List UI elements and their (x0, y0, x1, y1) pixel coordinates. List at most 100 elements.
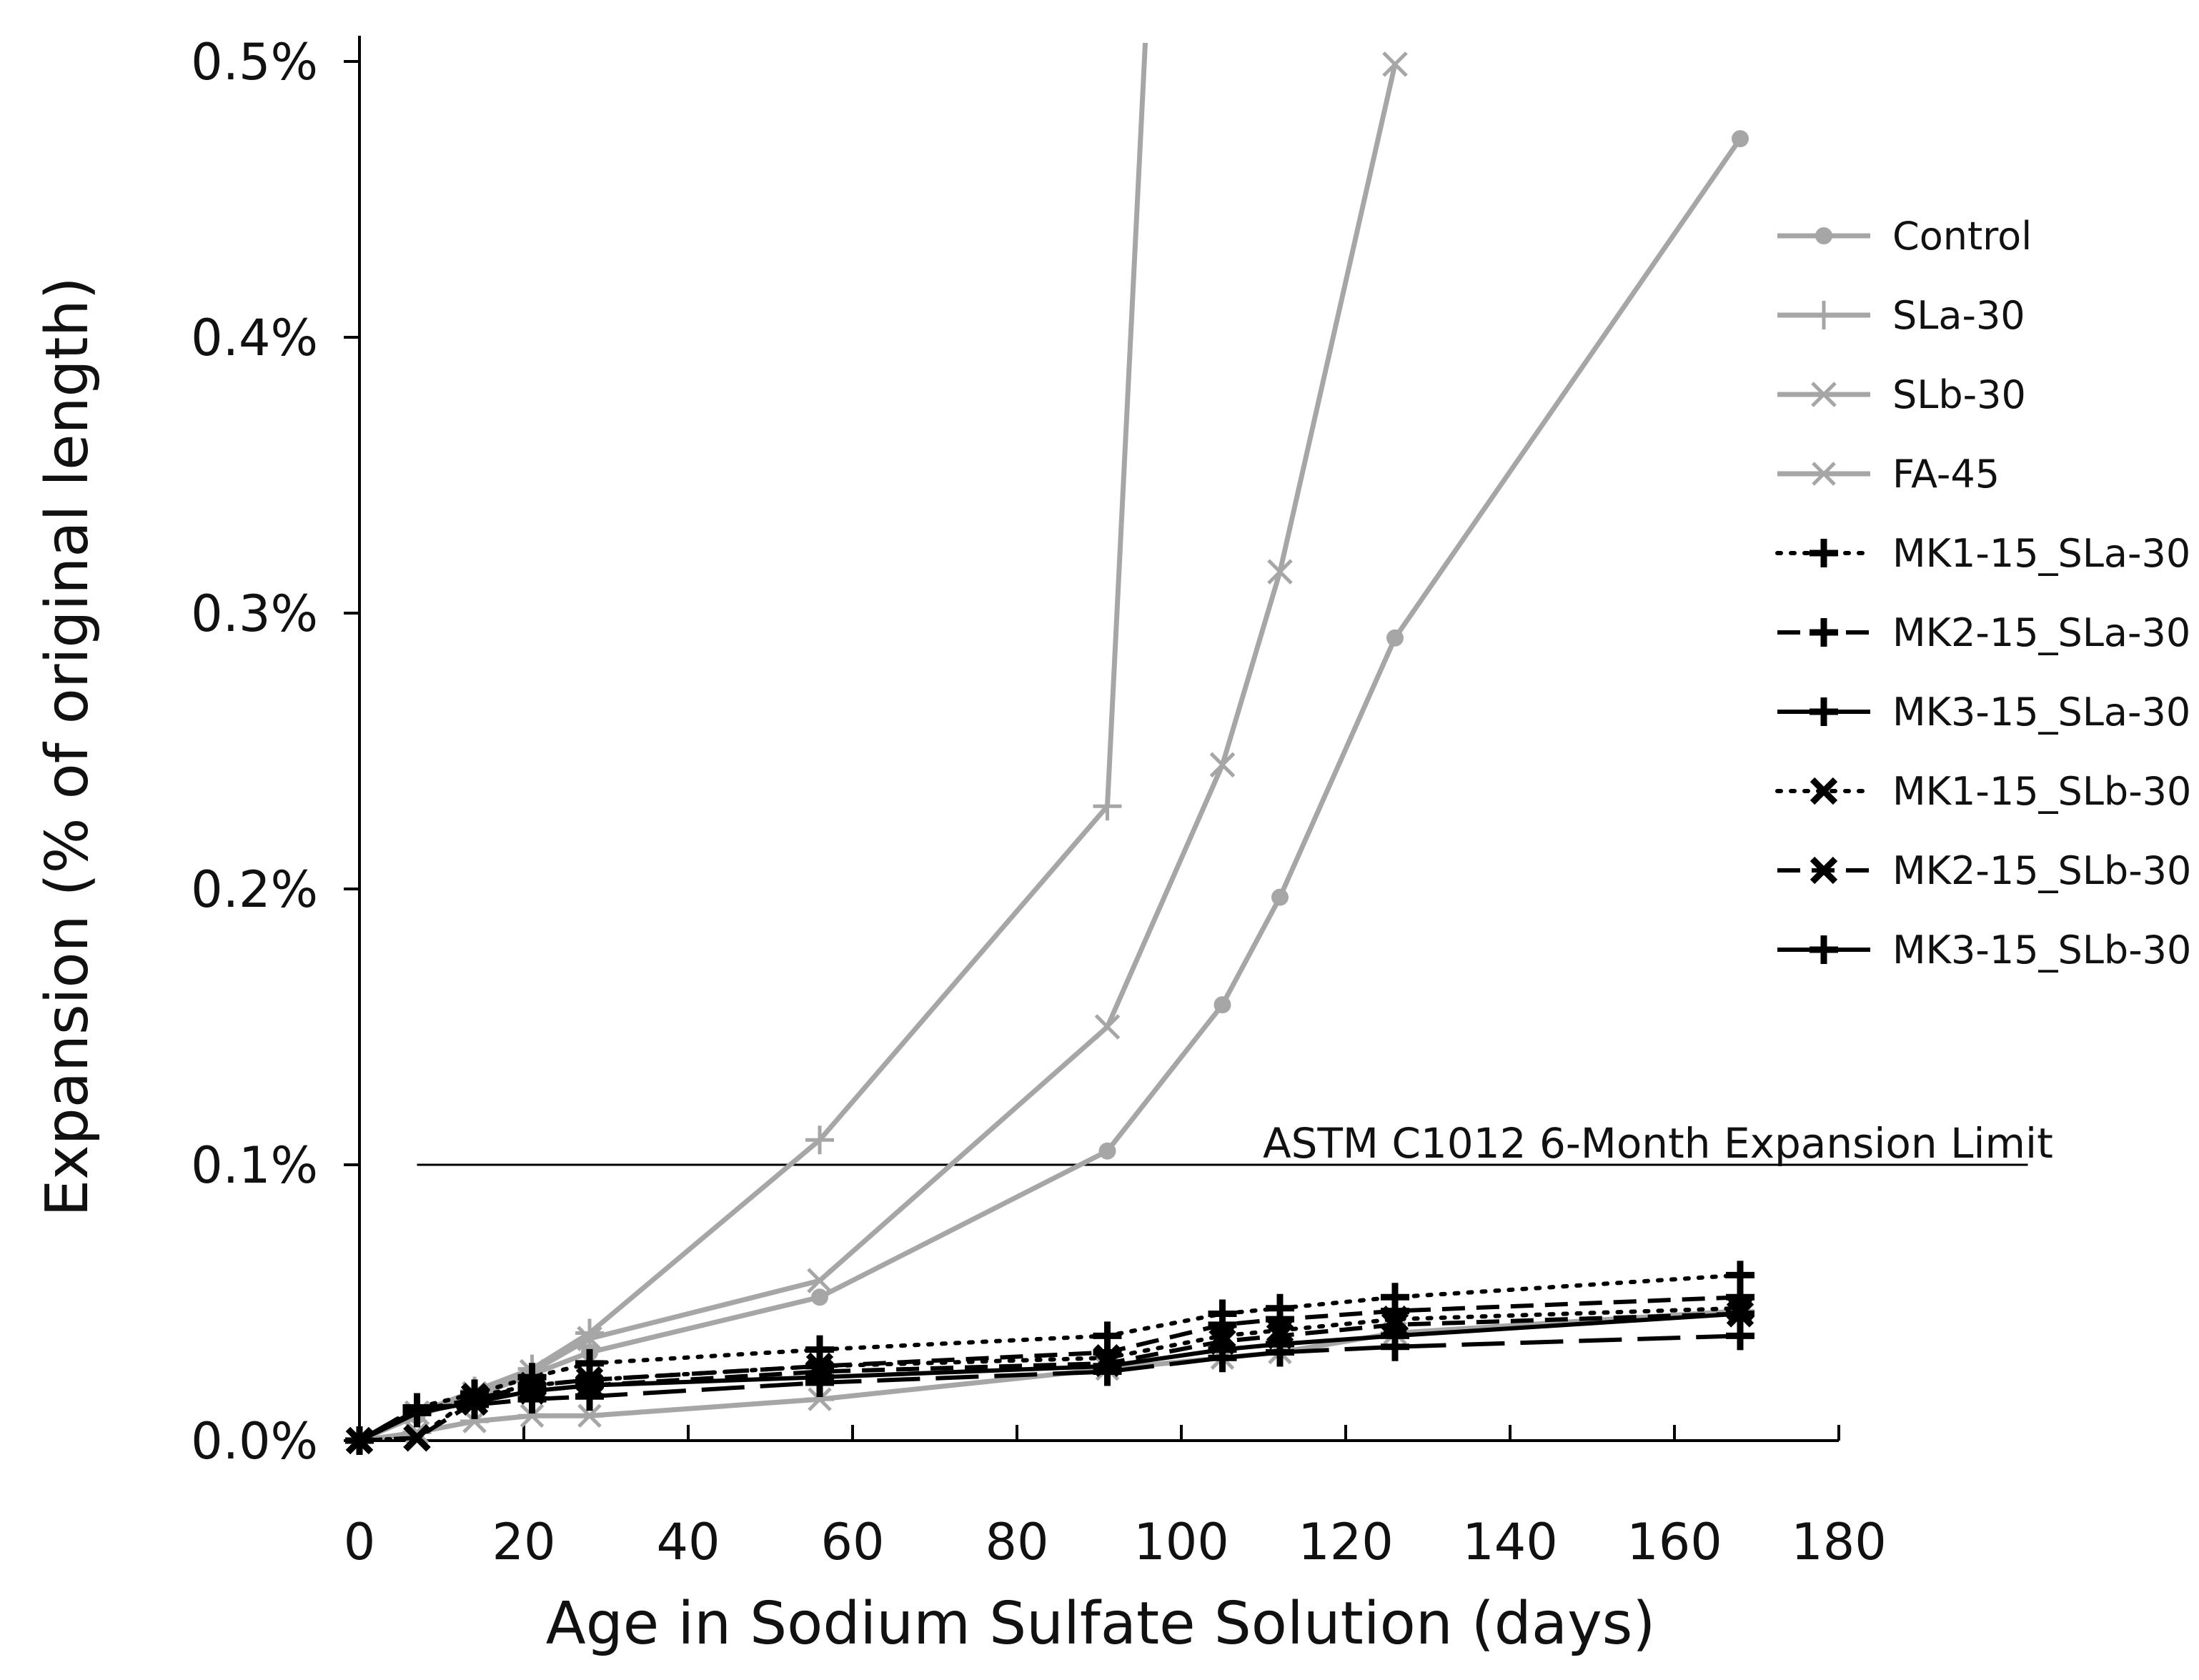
legend-item-slb-30: SLb-30 (1777, 372, 2026, 417)
x-tick-label: 80 (985, 1513, 1048, 1571)
expansion-limit-label: ASTM C1012 6-Month Expansion Limit (1263, 1119, 2053, 1168)
data-point-slb-30 (1094, 1014, 1121, 1040)
legend-marker-mk1-15-slb-30 (1810, 777, 1838, 805)
series-line-mk2-15-sla-30 (358, 1295, 1741, 1443)
legend-label-sla-30: SLa-30 (1892, 293, 2025, 338)
data-point-sla-30 (575, 1318, 604, 1348)
data-point-mk3-15-slb-30 (1093, 1357, 1122, 1386)
axes: 0.0% 0.1% 0.2% 0.3% 0.4% 0.5% 0 20 40 60 80 100 120 1… (34, 33, 1887, 1658)
legend-marker-mk2-15-sla-30 (1810, 618, 1838, 647)
data-point-slb-30 (577, 1326, 602, 1351)
data-point-slb-30-b (1094, 1014, 1121, 1040)
data-point-slb-30-b (807, 1268, 833, 1293)
data-point-mk3-15-slb-30 (460, 1390, 489, 1419)
legend-marker-control (1815, 227, 1832, 244)
legend-item-mk3-15-slb-30: MK3-15_SLb-30 (1777, 928, 2191, 973)
series-line-slb-30 (358, 64, 1398, 1443)
legend-label-control: Control (1892, 214, 2032, 259)
data-point-fa-45 (575, 1403, 604, 1428)
data-point-mk2-15-slb-30 (1208, 1327, 1236, 1356)
data-point-mk2-15-slb-30 (1726, 1300, 1754, 1328)
data-point-mk1-15-slb-30-b (575, 1366, 604, 1394)
data-point-control (1732, 130, 1749, 148)
legend-marker-mk1-15-sla-30 (1810, 539, 1838, 567)
data-point-slb-30-b (1209, 752, 1236, 778)
data-point-fa-45 (460, 1409, 489, 1433)
data-point-mk2-15-slb-30-b (1266, 1322, 1294, 1350)
legend-marker-mk3-15-sla-30 (1810, 697, 1838, 726)
data-point-slb-30-b (577, 1326, 602, 1351)
data-point-control (1098, 1142, 1116, 1160)
data-point-mk2-15-slb-30-b (403, 1423, 431, 1452)
y-tick-label: 0.1% (191, 1136, 318, 1195)
series-line-mk2-15-slb-30 (359, 1311, 1741, 1443)
data-point-mk1-15-slb-30 (575, 1366, 604, 1394)
legend-label-mk1-15-slb-30: MK1-15_SLb-30 (1892, 769, 2191, 814)
legend-marker-mk1-15-slb-30-b (1810, 777, 1838, 805)
data-point-control (1271, 888, 1289, 906)
data-point-slb-30-b (1267, 559, 1293, 585)
data-point-mk2-15-slb-30-b (1726, 1300, 1754, 1328)
data-point-fa-45 (517, 1403, 547, 1428)
y-tick-label: 0.4% (191, 309, 318, 367)
legend-label-mk3-15-sla-30: MK3-15_SLa-30 (1892, 690, 2190, 735)
data-point-mk3-15-slb-30 (805, 1368, 834, 1397)
data-point-slb-30 (807, 1268, 833, 1293)
legend-marker-sla-30 (1810, 301, 1838, 329)
plot-area (345, 43, 1754, 1455)
data-point-mk3-15-slb-30 (1266, 1338, 1294, 1367)
data-point-mk3-15-slb-30 (345, 1426, 374, 1455)
data-point-mk3-15-slb-30 (1208, 1343, 1237, 1373)
data-point-mk2-15-slb-30-b (1208, 1327, 1236, 1356)
x-tick-label: 180 (1791, 1513, 1887, 1571)
legend-item-mk2-15-sla-30: MK2-15_SLa-30 (1777, 610, 2190, 655)
legend-item-control: Control (1777, 214, 2032, 259)
data-point-mk3-15-slb-30 (402, 1393, 432, 1422)
legend-item-mk3-15-sla-30: MK3-15_SLa-30 (1777, 690, 2190, 735)
legend-marker-mk3-15-slb-30 (1810, 935, 1838, 964)
data-point-mk2-15-slb-30 (1381, 1311, 1409, 1339)
data-point-slb-30 (1382, 51, 1408, 77)
data-point-slb-30 (1267, 559, 1293, 585)
x-tick-label: 160 (1627, 1513, 1722, 1571)
data-point-sla-30 (1093, 792, 1122, 821)
data-point-control (1386, 629, 1404, 647)
legend-label-mk2-15-slb-30: MK2-15_SLb-30 (1892, 848, 2191, 893)
legend-item-sla-30: SLa-30 (1777, 293, 2025, 338)
y-axis-title: Expansion (% of original length) (34, 277, 101, 1216)
data-point-mk3-15-slb-30 (1381, 1332, 1409, 1361)
x-axis-title: Age in Sodium Sulfate Solution (days) (546, 1590, 1656, 1658)
legend-marker-mk2-15-slb-30 (1810, 856, 1838, 885)
legend-label-slb-30: SLb-30 (1892, 372, 2026, 417)
legend-marker-slb-30 (1811, 382, 1837, 407)
y-tick-label: 0.2% (191, 860, 318, 919)
data-point-mk3-15-slb-30 (517, 1385, 547, 1414)
data-point-mk3-15-slb-30 (575, 1382, 604, 1411)
x-tick-label: 140 (1462, 1513, 1558, 1571)
legend-label-mk1-15-sla-30: MK1-15_SLa-30 (1892, 531, 2190, 576)
data-point-slb-30-b (1382, 51, 1408, 77)
x-tick-label: 60 (820, 1513, 884, 1571)
legend-label-mk2-15-sla-30: MK2-15_SLa-30 (1892, 610, 2190, 655)
y-tick-label: 0.0% (191, 1412, 318, 1471)
x-tick-label: 100 (1133, 1513, 1229, 1571)
x-tick-label: 0 (344, 1513, 376, 1571)
legend-item-fa-45: FA-45 (1777, 452, 2000, 497)
expansion-limit-group: ASTM C1012 6-Month Expansion Limit (417, 1119, 2053, 1168)
series-slb-30 (347, 51, 1408, 1453)
series-mk3-15-slb-30 (345, 1321, 1754, 1455)
legend-label-fa-45: FA-45 (1892, 452, 2000, 497)
legend-item-mk1-15-slb-30: MK1-15_SLb-30 (1775, 769, 2191, 814)
x-tick-label: 40 (656, 1513, 720, 1571)
legend: Control SLa-30 SLb-30 FA-45 MK1-15_SLa-30 MK2… (1775, 214, 2191, 973)
legend-label-mk3-15-slb-30: MK3-15_SLb-30 (1892, 928, 2191, 973)
y-tick-label: 0.5% (191, 33, 318, 91)
legend-marker-mk2-15-slb-30-b (1810, 856, 1838, 885)
legend-marker-fa-45 (1810, 462, 1838, 486)
data-point-control (1213, 996, 1231, 1014)
y-tick-label: 0.3% (191, 585, 318, 643)
data-point-mk2-15-slb-30 (1266, 1322, 1294, 1350)
series-fa-45 (345, 1298, 1754, 1453)
